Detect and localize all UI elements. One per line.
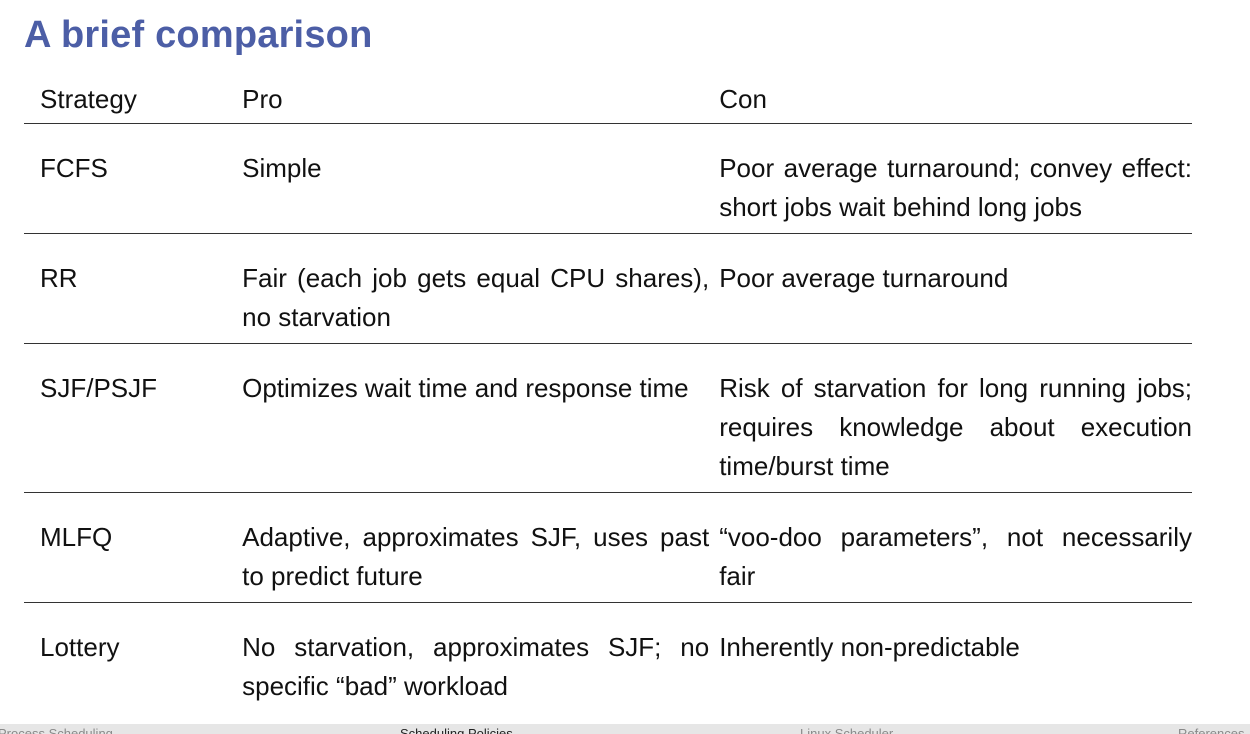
con-cell: Risk of starvation for long running jobs…	[719, 373, 1192, 481]
pro-cell: Optimizes wait time and response time	[242, 373, 689, 403]
table-row: FCFS Simple Poor average turnaround; con…	[24, 124, 1192, 234]
con-cell: Inherently non-predictable	[719, 632, 1020, 662]
table-row: MLFQ Adaptive, approximates SJF, uses pa…	[24, 493, 1192, 603]
strategy-cell: RR	[40, 263, 78, 293]
footer-link-process-scheduling[interactable]: Process Scheduling	[0, 726, 113, 734]
table-row: RR Fair (each job gets equal CPU sha­res…	[24, 234, 1192, 344]
header-con: Con	[719, 74, 1192, 124]
strategy-cell: FCFS	[40, 153, 108, 183]
con-cell: Poor average turnaround; convey ef­fect:…	[719, 153, 1192, 222]
pro-cell: Adaptive, approximates SJF, uses past to…	[242, 522, 710, 591]
pro-cell: Simple	[242, 153, 322, 183]
strategy-cell: Lottery	[40, 632, 120, 662]
pro-cell: No starvation, approximates SJF; no spec…	[242, 632, 710, 701]
con-cell: Poor average turnaround	[719, 263, 1009, 293]
table-row: Lottery No starvation, approximates SJF;…	[24, 603, 1192, 713]
header-strategy: Strategy	[24, 74, 243, 124]
table-header-row: Strategy Pro Con	[24, 74, 1192, 124]
strategy-cell: SJF/PSJF	[40, 373, 158, 403]
con-cell: “voo-doo parameters”, not necessarily fa…	[719, 522, 1192, 591]
footer-link-references[interactable]: References	[1178, 726, 1245, 734]
pro-cell: Fair (each job gets equal CPU sha­res), …	[242, 263, 710, 332]
header-pro: Pro	[242, 74, 720, 124]
footer-link-scheduling-policies[interactable]: Scheduling Policies	[400, 726, 513, 734]
strategy-cell: MLFQ	[40, 522, 113, 552]
table-row: SJF/PSJF Optimizes wait time and respons…	[24, 344, 1192, 493]
slide-title: A brief comparison	[24, 14, 373, 56]
footer-navigation-bar: Process Scheduling Scheduling Policies L…	[0, 724, 1250, 734]
comparison-table: Strategy Pro Con FCFS Simple Poor averag…	[24, 74, 1192, 712]
footer-link-linux-scheduler[interactable]: Linux Scheduler	[800, 726, 894, 734]
